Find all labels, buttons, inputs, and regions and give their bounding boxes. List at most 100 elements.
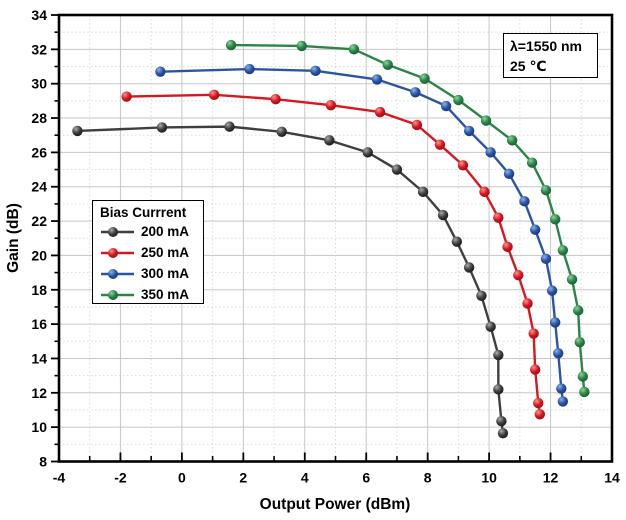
data-point (440, 100, 452, 112)
data-point (485, 321, 496, 332)
legend-item-200-ma: 200 mA (100, 221, 203, 242)
data-point (362, 147, 373, 158)
data-point (463, 125, 475, 137)
data-point (451, 236, 463, 247)
legend-item-250-ma: 250 mA (100, 242, 203, 263)
data-point (310, 65, 321, 77)
data-point (533, 397, 544, 409)
y-tick-label: 28 (31, 110, 47, 126)
data-point (463, 262, 475, 273)
y-tick-label: 14 (31, 350, 47, 366)
x-tick-label: 2 (239, 470, 247, 486)
legend-item-300-ma: 300 mA (100, 263, 203, 284)
data-point (503, 168, 515, 180)
data-point (493, 212, 504, 223)
data-point (497, 427, 509, 439)
data-point (553, 348, 564, 359)
y-tick-label: 16 (31, 316, 47, 332)
data-point (434, 139, 446, 150)
y-tick-label: 32 (31, 41, 47, 57)
legend-items: 200 mA 250 mA 300 mA 350 mA (100, 221, 203, 305)
data-point (156, 122, 168, 133)
legend-marker-icon (101, 268, 134, 279)
data-point (324, 135, 335, 146)
data-point (374, 106, 386, 118)
legend-item-350-ma: 350 mA (100, 284, 203, 305)
data-point (270, 93, 281, 105)
x-tick-label: -4 (53, 470, 66, 486)
data-point (549, 214, 561, 225)
data-point (502, 241, 513, 253)
x-tick-label: 6 (362, 470, 370, 486)
y-tick-label: 34 (31, 7, 47, 23)
x-tick-label: 4 (301, 470, 309, 486)
x-tick-label: -2 (114, 470, 127, 486)
data-point (557, 396, 569, 407)
data-point (437, 209, 449, 221)
data-point (577, 371, 589, 382)
data-point (513, 269, 524, 281)
data-point (410, 87, 421, 98)
legend-item-label: 350 mA (141, 287, 190, 302)
data-point (208, 89, 220, 101)
series-line-300-ma (160, 67, 565, 402)
legend-item-label: 200 mA (141, 224, 190, 239)
data-point (371, 74, 383, 85)
data-point (480, 115, 492, 126)
data-point (529, 364, 541, 375)
data-point (522, 298, 533, 309)
y-tick-label: 30 (31, 76, 47, 92)
annotation-temperature: 25 ℃ (510, 58, 547, 74)
x-tick-label: 8 (424, 470, 432, 486)
annotation-box: λ=1550 nm 25 ℃ (503, 33, 598, 78)
data-point (534, 409, 546, 420)
data-point (244, 63, 255, 75)
data-point (485, 147, 496, 158)
data-point (276, 126, 287, 137)
legend-marker-icon (101, 289, 134, 300)
data-point (121, 91, 132, 102)
data-point (348, 44, 360, 55)
x-axis-title: Output Power (dBm) (259, 496, 411, 513)
data-point (225, 39, 237, 51)
data-point (557, 245, 569, 256)
x-tick-label: 0 (178, 470, 186, 486)
y-tick-label: 18 (31, 282, 47, 298)
data-point (417, 186, 429, 198)
data-point (493, 349, 504, 361)
data-point (419, 73, 430, 84)
data-point (506, 135, 518, 146)
y-tick-label: 8 (39, 454, 47, 470)
data-point (476, 290, 487, 301)
data-point (549, 317, 561, 328)
data-point (519, 196, 530, 207)
data-point (296, 40, 307, 52)
legend-title: Bias Currrent (100, 205, 187, 220)
data-point (556, 383, 567, 394)
data-point (540, 184, 552, 196)
x-tick-label: 12 (543, 470, 559, 486)
data-point (453, 94, 464, 106)
data-point (479, 186, 490, 198)
x-tick-label: 10 (481, 470, 497, 486)
legend: Bias Currrent 200 mA 250 mA 300 mA 350 mA (92, 200, 204, 304)
annotation-wavelength: λ=1550 nm (510, 38, 582, 54)
legend-item-label: 250 mA (141, 245, 190, 260)
y-tick-label: 26 (31, 144, 47, 160)
legend-marker-icon (101, 247, 134, 258)
legend-item-label: 300 mA (141, 266, 190, 281)
data-point (546, 285, 558, 296)
data-point (540, 253, 552, 265)
data-point (529, 224, 541, 235)
data-point (382, 59, 393, 71)
x-tick-label: 14 (604, 470, 620, 486)
y-tick-label: 24 (31, 179, 47, 195)
data-point (528, 328, 539, 339)
y-tick-label: 10 (31, 419, 47, 435)
y-axis-title: Gain (dB) (5, 203, 22, 273)
data-point (411, 119, 423, 131)
data-point (325, 99, 337, 111)
data-point (526, 157, 538, 168)
